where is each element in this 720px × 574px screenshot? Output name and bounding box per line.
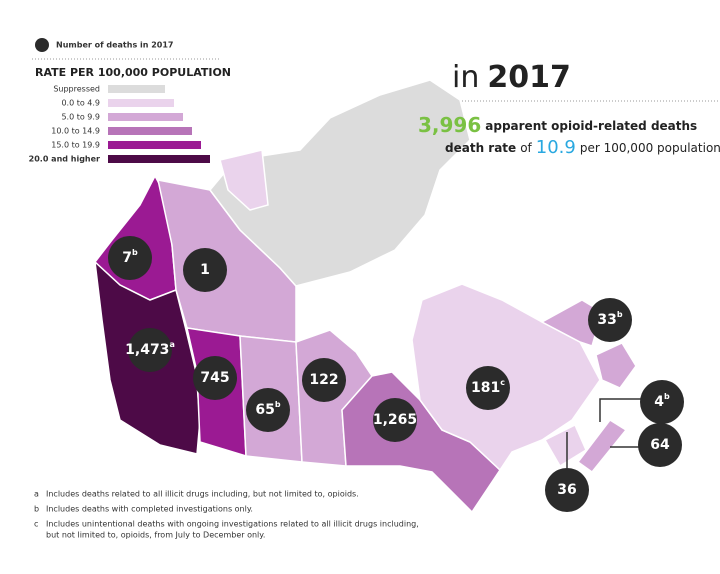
- legend-circle-label: Number of deaths in 2017: [56, 41, 173, 50]
- death-count-note: a: [169, 340, 174, 349]
- region: [576, 419, 628, 474]
- rate-value: 10.9: [536, 137, 576, 158]
- footnote-text: Includes unintentional deaths with ongoi…: [46, 520, 419, 529]
- legend-swatch: [108, 141, 201, 149]
- death-count: 33b: [597, 310, 622, 329]
- death-count: 4b: [654, 392, 670, 411]
- death-count-value: 745: [200, 370, 229, 386]
- death-count: 745: [200, 370, 229, 386]
- death-count: 7b: [122, 248, 138, 267]
- death-count-value: 7: [122, 250, 132, 266]
- summary-rate: death rate of 10.9 per 100,000 population: [445, 137, 720, 158]
- death-count-note: b: [275, 400, 281, 409]
- death-circle: [193, 356, 237, 400]
- death-count: 65b: [255, 400, 280, 419]
- death-count: 64: [650, 437, 670, 453]
- legend-class-label: 10.0 to 14.9: [51, 127, 100, 136]
- rate-of: of: [520, 141, 532, 155]
- death-count-value: 65: [255, 402, 274, 418]
- death-count: 181c: [471, 378, 505, 397]
- death-count-value: 64: [650, 437, 670, 453]
- legend-class-label: 15.0 to 19.9: [51, 141, 100, 150]
- legend-swatch: [108, 85, 165, 93]
- summary-deaths: 3,996 apparent opioid-related deaths: [418, 113, 697, 137]
- death-count-value: 1,473: [125, 342, 169, 358]
- death-count: 1: [200, 262, 210, 278]
- year-prefix: in: [452, 60, 479, 95]
- death-circle: [302, 358, 346, 402]
- region: [543, 423, 587, 468]
- legend-title: RATE PER 100,000 POPULATION: [35, 66, 231, 79]
- death-count-value: 122: [309, 372, 338, 388]
- legend-class-label: 5.0 to 9.9: [61, 113, 100, 122]
- legend-swatch: [108, 127, 192, 135]
- deaths-value: 3,996: [418, 113, 481, 137]
- deaths-text: apparent opioid-related deaths: [485, 119, 697, 133]
- legend-swatch: [108, 113, 183, 121]
- footnote-key: a: [34, 490, 39, 499]
- death-count-value: 181: [471, 380, 500, 396]
- region: [595, 342, 637, 389]
- legend-circle: [35, 38, 49, 52]
- legend-class-label: 0.0 to 4.9: [61, 99, 100, 108]
- death-count-value: 36: [557, 482, 576, 498]
- death-circle: [128, 328, 172, 372]
- summary-year: in 2017: [452, 60, 571, 95]
- death-circle: [373, 398, 417, 442]
- death-count-note: b: [132, 248, 138, 257]
- legend-swatch: [108, 99, 174, 107]
- legend-class-label: Suppressed: [53, 85, 100, 94]
- death-count-note: c: [500, 378, 505, 387]
- death-circle: [466, 366, 510, 410]
- death-circle: [108, 236, 152, 280]
- death-count-note: b: [617, 310, 623, 319]
- death-count: 1,265: [373, 412, 417, 428]
- death-count-value: 4: [654, 394, 664, 410]
- rate-suffix: per 100,000 population: [580, 141, 720, 155]
- region: [209, 79, 471, 287]
- footnote-text: Includes deaths related to all illicit d…: [46, 490, 359, 499]
- death-circle: [246, 388, 290, 432]
- death-count-value: 1,265: [373, 412, 417, 428]
- footnote-text: Includes deaths with completed investiga…: [46, 505, 253, 514]
- legend-swatch: [108, 155, 210, 163]
- rate-prefix: death rate: [445, 141, 516, 155]
- footnote-key: b: [34, 505, 39, 514]
- death-count-value: 33: [597, 312, 616, 328]
- death-count: 36: [557, 482, 576, 498]
- year: 2017: [487, 60, 571, 95]
- footnote-key: c: [34, 520, 38, 529]
- leader-line: [599, 398, 642, 422]
- legend-class-label: 20.0 and higher: [29, 155, 100, 164]
- death-circle: [588, 298, 632, 342]
- death-circle: [183, 248, 227, 292]
- death-count: 122: [309, 372, 338, 388]
- death-circle: [640, 380, 684, 424]
- death-count-value: 1: [200, 262, 210, 278]
- region: [219, 149, 269, 211]
- death-count: 1,473a: [125, 340, 175, 359]
- death-circle: [638, 423, 682, 467]
- death-count-note: b: [664, 392, 670, 401]
- death-circle: [545, 468, 589, 512]
- footnote-text: but not limited to, opioids, from July t…: [46, 531, 265, 540]
